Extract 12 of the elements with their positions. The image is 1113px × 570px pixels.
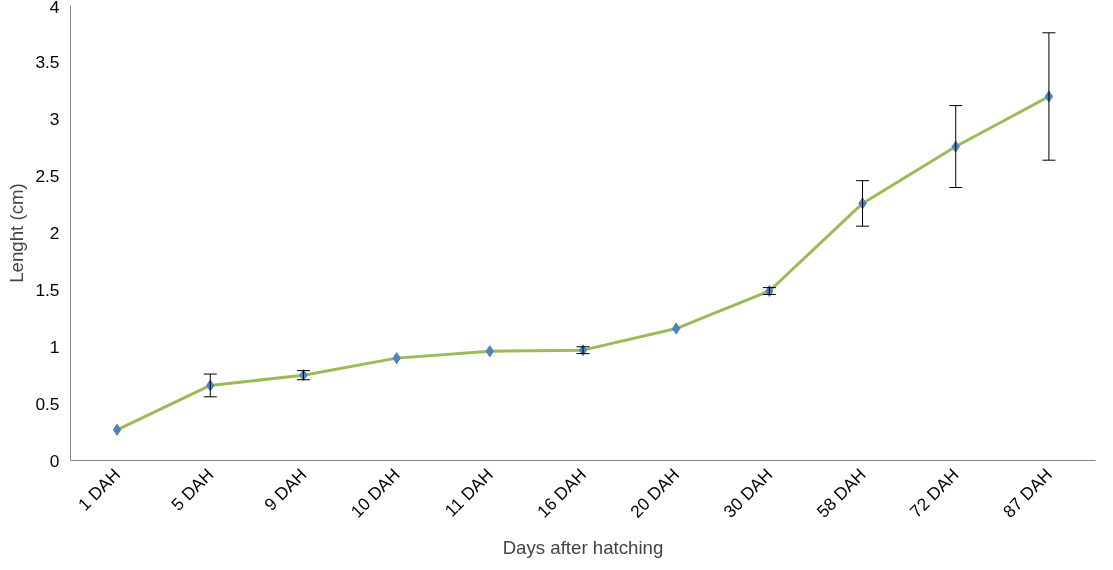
- y-tick-label: 3: [49, 109, 60, 130]
- x-axis-title: Days after hatching: [502, 536, 664, 558]
- y-axis-title: Lenght (cm): [6, 183, 28, 283]
- y-tick-label: 4: [49, 0, 60, 17]
- y-tick-label: 2.5: [35, 166, 60, 187]
- point: [112, 423, 122, 436]
- y-tick-label: 0: [49, 450, 60, 471]
- y-tick-label: 1.5: [35, 279, 60, 300]
- y-tick-label: 1: [49, 336, 60, 357]
- y-tick-label: 3.5: [35, 52, 60, 73]
- y-tick-label: 0.5: [35, 393, 60, 414]
- y-tick-label: 2: [49, 223, 60, 243]
